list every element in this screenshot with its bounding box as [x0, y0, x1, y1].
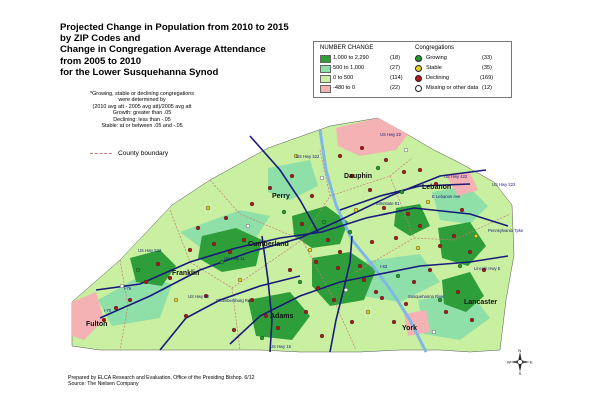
legend-range: -480 to 0 [333, 85, 356, 91]
note-line: Declining: less than -.05 [113, 116, 171, 123]
classification-notes: *Growing, stable or declining congregati… [62, 91, 222, 129]
legend-label: Declining [426, 75, 450, 81]
mid-green-area [98, 276, 172, 326]
road-label: US Hwy 322 [296, 154, 320, 159]
title-line: Change in Congregation Average Attendanc… [60, 44, 266, 56]
road-label: US Hwy 22 [380, 132, 402, 137]
road-label: US Hwy 11 [224, 256, 245, 261]
road-label: E Lebanon Ave [432, 194, 461, 199]
congregation-markers [101, 145, 487, 341]
legend-swatch [320, 85, 331, 93]
note-line: Stable: at or between .05 and -.05 [101, 123, 183, 130]
road-label: Chambersburg Rd [216, 298, 251, 303]
note-line: were determined by [118, 97, 166, 104]
county-label-perry: Perry [272, 193, 290, 200]
pink-area [72, 292, 104, 340]
county-label-franklin: Franklin [172, 270, 199, 277]
susquehanna-river [318, 129, 428, 353]
dark-green-area [394, 204, 430, 236]
road-label: I-76 [124, 286, 132, 291]
road-label: US Hwy 30 [188, 294, 210, 299]
legend-count: (12) [482, 85, 492, 91]
legend: NUMBER CHANGE 1,000 to 2,290 (18) 500 to… [313, 41, 512, 98]
title-line: for the Lower Susquehanna Synod [60, 66, 219, 78]
legend-range: 500 to 1,000 [333, 65, 365, 71]
legend-count: (35) [482, 65, 492, 71]
pink-area [336, 118, 408, 156]
dark-green-area [248, 292, 310, 340]
road-label: Susquehanna River [408, 294, 445, 299]
legend-range: 1,000 to 2,290 [333, 55, 369, 61]
legend-dot [415, 75, 422, 82]
road-label: US Hwy 422 [444, 174, 468, 179]
note-line: *Growing, stable or declining congregati… [90, 91, 194, 97]
legend-dot [415, 55, 422, 62]
legend-dot [415, 65, 422, 72]
county-label-adams: Adams [270, 313, 293, 320]
legend-swatch [320, 75, 331, 83]
county-boundary-key: County boundary [90, 150, 168, 157]
compass-rose-icon: N S E W [507, 349, 533, 375]
map-title: Projected Change in Population from 2010… [60, 22, 310, 78]
dark-green-area [130, 250, 176, 286]
compass-s: S [519, 371, 522, 375]
county-label-dauphin: Dauphin [344, 173, 372, 180]
county-boundary-label: County boundary [118, 150, 169, 157]
title-line: from 2005 to 2010 [60, 55, 142, 67]
road-label: Lincoln Hwy E [474, 266, 501, 271]
legend-number-change-title: NUMBER CHANGE [320, 45, 374, 51]
county-label-york: York [402, 325, 417, 332]
county-label-fulton: Fulton [86, 321, 107, 328]
legend-count: (18) [390, 55, 400, 61]
legend-label: Stable [426, 65, 442, 71]
legend-label: Missing or other data [426, 85, 479, 91]
legend-count: (27) [390, 65, 400, 71]
compass-n: N [518, 349, 521, 353]
dark-green-area [438, 222, 486, 266]
title-line: Projected Change in Population from 2010… [60, 22, 289, 33]
road-label: Interstate 81 [376, 201, 400, 206]
road-label: US Hwy 522 [138, 248, 162, 253]
county-label-cumberland: Cumberland [248, 241, 289, 248]
legend-count: (169) [480, 75, 494, 81]
legend-count: (114) [390, 75, 403, 81]
note-line: Growth: greater than .05 [112, 110, 172, 117]
road-label: Pennsylvania Tpke [488, 228, 524, 233]
footer-credits: Prepared by ELCA Research and Evaluation… [68, 375, 254, 388]
county-label-lancaster: Lancaster [464, 299, 497, 306]
title-line: by ZIP Codes and [60, 33, 141, 45]
legend-range: 0 to 500 [333, 75, 354, 81]
compass-w: W [507, 359, 511, 364]
road-label: I-70 [104, 308, 112, 313]
legend-dot [415, 85, 422, 92]
dark-green-area [442, 272, 484, 312]
note-line: (2010 avg att - 2005 avg att)/2005 avg a… [92, 103, 192, 110]
county-boundary-line-sample [90, 152, 112, 154]
legend-swatch [320, 55, 331, 63]
legend-count: (33) [482, 55, 492, 61]
road-label: I-83 [380, 264, 388, 269]
county-label-lebanon: Lebanon [422, 184, 451, 191]
legend-congregations-title: Congregations [415, 45, 455, 51]
legend-count: (22) [390, 85, 400, 91]
legend-label: Growing [426, 55, 447, 61]
road-label: US Hwy 222 [492, 182, 516, 187]
road-label: US Hwy 15 [270, 344, 292, 349]
compass-e: E [530, 359, 533, 364]
highways [95, 135, 509, 353]
pink-area [404, 310, 430, 336]
footer-prepared-by: Prepared by ELCA Research and Evaluation… [68, 375, 255, 381]
legend-swatch [320, 65, 331, 73]
footer-source: Source: The Nielsen Company [68, 381, 139, 388]
dark-green-area [292, 206, 348, 248]
